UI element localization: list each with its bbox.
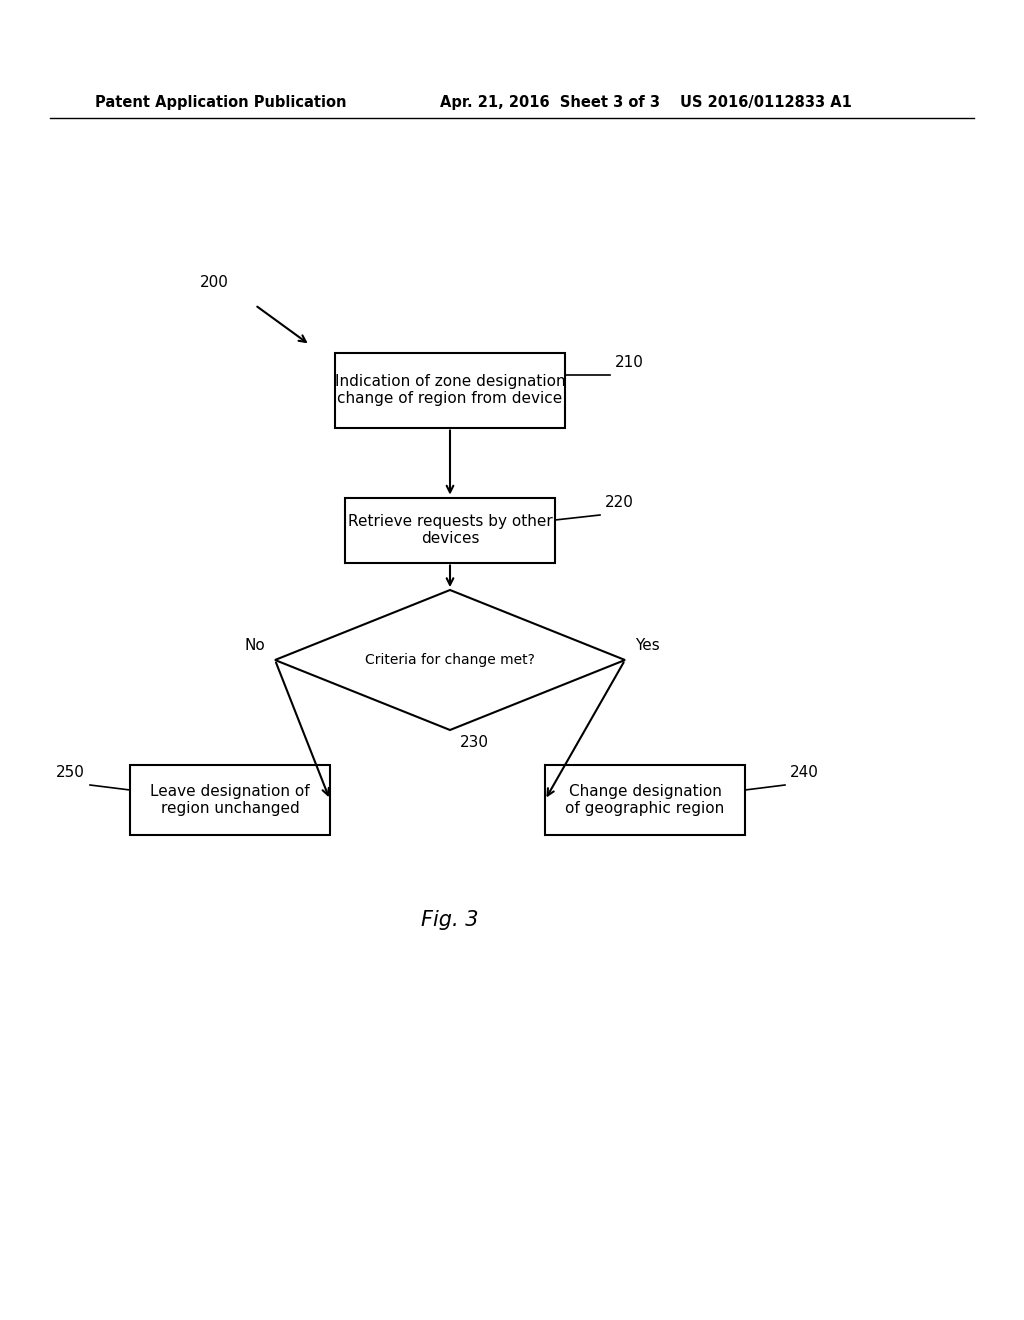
Bar [345, 498, 555, 562]
Text: 220: 220 [605, 495, 634, 510]
Text: US 2016/0112833 A1: US 2016/0112833 A1 [680, 95, 852, 110]
Bar [545, 766, 745, 836]
Text: Patent Application Publication: Patent Application Publication [95, 95, 346, 110]
Text: Fig. 3: Fig. 3 [421, 909, 479, 931]
Bar [335, 352, 565, 428]
Text: Criteria for change met?: Criteria for change met? [366, 653, 535, 667]
Text: Indication of zone designation
change of region from device: Indication of zone designation change of… [335, 374, 565, 407]
Text: Apr. 21, 2016  Sheet 3 of 3: Apr. 21, 2016 Sheet 3 of 3 [440, 95, 660, 110]
Text: Leave designation of
region unchanged: Leave designation of region unchanged [151, 784, 310, 816]
Text: Change designation
of geographic region: Change designation of geographic region [565, 784, 725, 816]
Bar [130, 766, 330, 836]
Polygon shape [275, 590, 625, 730]
Text: 210: 210 [615, 355, 644, 370]
Text: 250: 250 [56, 766, 85, 780]
Text: Yes: Yes [635, 638, 659, 652]
Text: 200: 200 [200, 275, 229, 290]
Text: 230: 230 [460, 735, 489, 750]
Text: No: No [245, 638, 265, 652]
Text: Retrieve requests by other
devices: Retrieve requests by other devices [347, 513, 552, 546]
Text: 240: 240 [790, 766, 819, 780]
